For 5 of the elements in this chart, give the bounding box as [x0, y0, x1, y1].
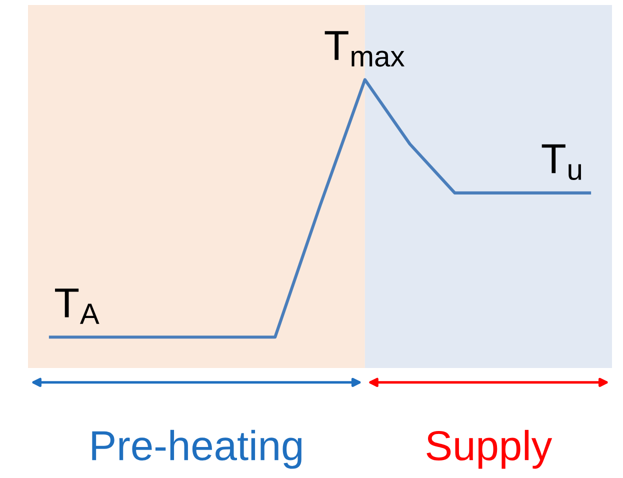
annotation: T$_{max}$ — [324, 31, 405, 67]
text: Pre-heating — [92, 430, 302, 469]
text: Supply — [426, 430, 552, 469]
annotation: T$_{u}$ — [542, 144, 582, 180]
annotation: T$_{A}$ — [55, 288, 100, 324]
